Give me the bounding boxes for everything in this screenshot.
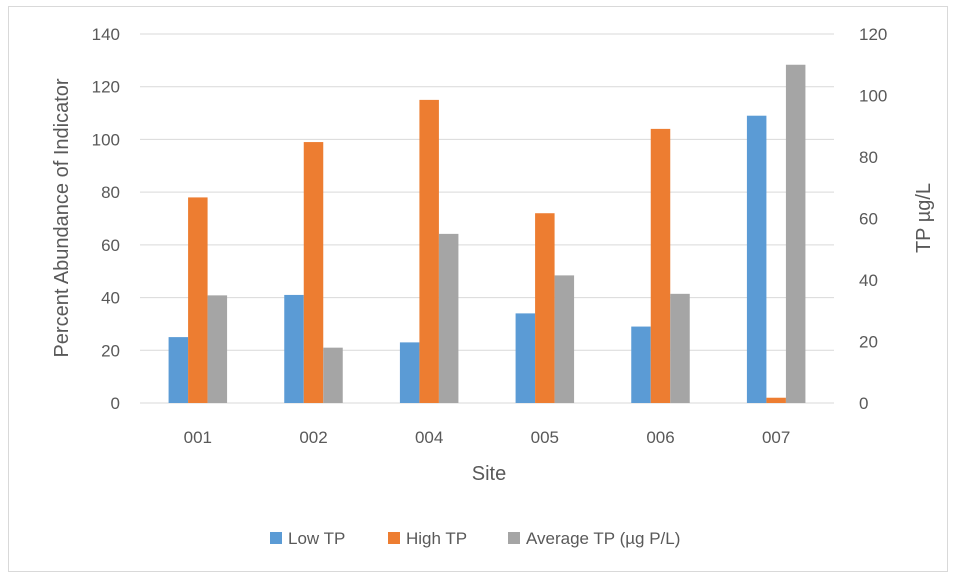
bar (168, 337, 189, 403)
y-tick-label: 80 (101, 183, 120, 202)
y-axis-ticks: 0 20 40 60 80 100 120 140 (92, 25, 120, 413)
bar (785, 64, 806, 403)
x-tick-label: 004 (415, 428, 443, 447)
bar (670, 293, 690, 403)
y2-tick-label: 120 (859, 25, 887, 44)
x-axis-title: Site (472, 463, 506, 485)
x-tick-label: 007 (762, 428, 790, 447)
legend-label: Average TP (µg P/L) (526, 529, 680, 548)
x-tick-label: 002 (299, 428, 327, 447)
bar (207, 295, 228, 403)
bar (515, 313, 536, 403)
x-tick-label: 005 (531, 428, 559, 447)
y-tick-label: 0 (111, 394, 120, 413)
legend-swatch (508, 532, 520, 544)
legend: Low TP High TP Average TP (µg P/L) (270, 529, 680, 548)
bar (188, 197, 208, 403)
x-tick-label: 006 (646, 428, 674, 447)
bar (650, 128, 671, 403)
y-tick-label: 60 (101, 236, 120, 255)
legend-label: Low TP (288, 529, 345, 548)
y-tick-label: 100 (92, 130, 120, 149)
bar (766, 397, 786, 403)
bar (284, 294, 304, 403)
bar (554, 275, 575, 403)
y2-tick-label: 80 (859, 148, 878, 167)
bar (746, 115, 767, 403)
bar (438, 233, 459, 403)
bar (399, 342, 420, 403)
y-tick-label: 20 (101, 341, 120, 360)
x-tick-label: 001 (184, 428, 212, 447)
y-tick-label: 120 (92, 78, 120, 97)
y-tick-label: 140 (92, 25, 120, 44)
y2-tick-label: 0 (859, 394, 868, 413)
bar (303, 142, 324, 404)
bar (535, 213, 555, 403)
legend-swatch (270, 532, 282, 544)
bar (323, 347, 343, 403)
legend-swatch (388, 532, 400, 544)
y2-tick-label: 20 (859, 333, 878, 352)
y-axis-title: Percent Abundance of Indicator (51, 78, 73, 357)
y-tick-label: 40 (101, 289, 120, 308)
legend-label: High TP (406, 529, 467, 548)
y2-tick-label: 60 (859, 210, 878, 229)
y2-tick-label: 40 (859, 271, 878, 290)
x-axis-ticks: 001 002 004 005 006 007 (184, 428, 791, 447)
y2-axis-title: TP µg/L (913, 183, 935, 253)
gridlines (140, 33, 834, 404)
bar (631, 326, 651, 403)
y2-tick-label: 100 (859, 87, 887, 106)
bar (419, 99, 439, 404)
bars (168, 64, 806, 404)
y2-axis-ticks: 0 20 40 60 80 100 120 (859, 25, 887, 413)
